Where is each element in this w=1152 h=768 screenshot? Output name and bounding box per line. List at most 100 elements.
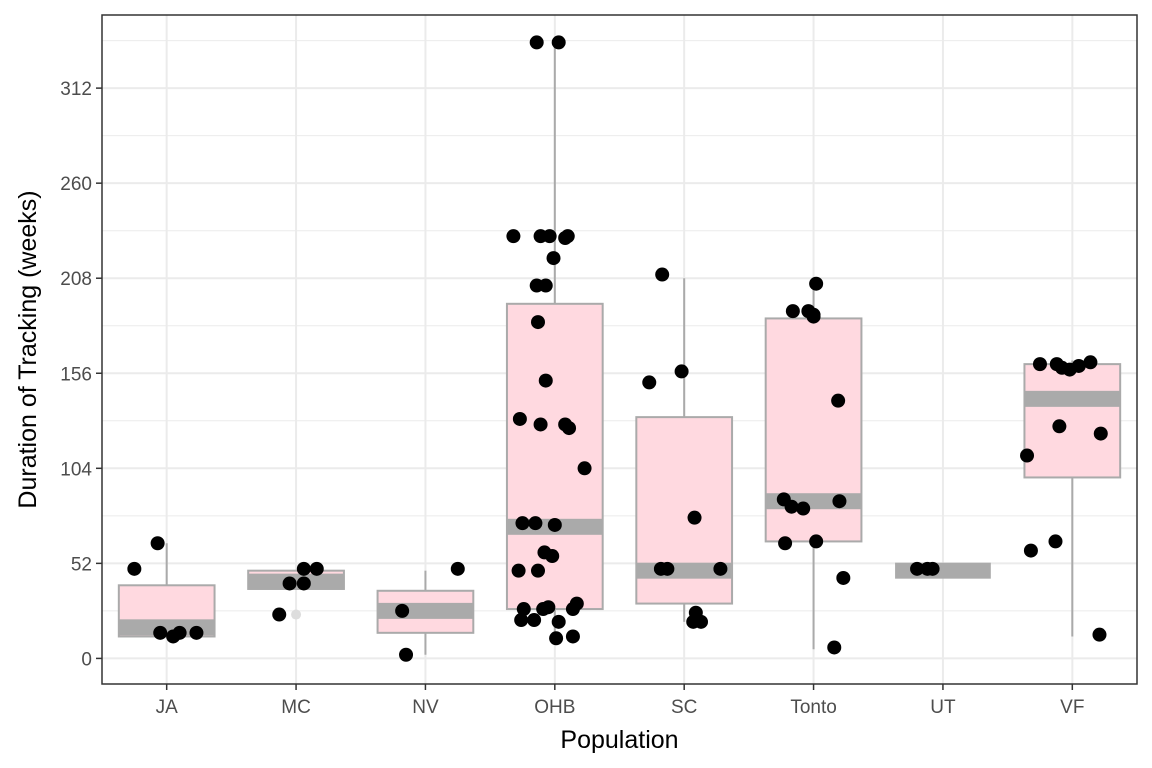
outlier-point xyxy=(291,609,302,620)
data-point xyxy=(1032,357,1047,372)
x-tick-label: Tonto xyxy=(790,697,836,718)
data-point xyxy=(530,563,545,578)
data-point xyxy=(642,375,657,390)
data-point xyxy=(172,625,187,640)
box-nv xyxy=(376,570,475,655)
axis-layer: 0 52 104 156 208 260 312 JA MC NV OHB SC Tonto UT VF xyxy=(60,79,1084,718)
data-point xyxy=(796,501,811,516)
box-iqr xyxy=(505,302,604,611)
data-point xyxy=(546,251,561,266)
y-tick-label: 156 xyxy=(60,364,92,385)
data-point xyxy=(1092,627,1107,642)
x-tick-label: SC xyxy=(671,697,697,718)
x-axis-title: Population xyxy=(560,726,678,754)
data-point xyxy=(1083,355,1098,370)
data-point xyxy=(836,570,851,585)
data-point xyxy=(282,576,297,591)
box-iqr xyxy=(1023,363,1122,479)
point-layer xyxy=(127,35,1108,662)
data-point xyxy=(296,561,311,576)
data-point xyxy=(785,304,800,319)
data-point xyxy=(809,276,824,291)
data-point xyxy=(296,576,311,591)
data-point xyxy=(565,629,580,644)
panel-border xyxy=(101,14,1138,685)
y-axis-title: Duration of Tracking (weeks) xyxy=(14,190,42,508)
data-point xyxy=(549,631,564,646)
x-tick-label: OHB xyxy=(534,697,575,718)
x-tick-label: VF xyxy=(1060,697,1084,718)
data-point xyxy=(832,494,847,509)
data-point xyxy=(547,517,562,532)
data-point xyxy=(562,421,577,436)
data-point xyxy=(1023,543,1038,558)
data-point xyxy=(551,614,566,629)
data-point xyxy=(530,315,545,330)
y-tick-label: 52 xyxy=(71,554,92,575)
data-point xyxy=(506,229,521,244)
y-tick-label: 260 xyxy=(60,174,92,195)
data-point xyxy=(778,536,793,551)
data-point xyxy=(538,373,553,388)
data-point xyxy=(565,602,580,617)
data-point xyxy=(189,625,204,640)
data-point xyxy=(512,411,527,426)
data-point xyxy=(538,278,553,293)
data-point xyxy=(687,510,702,525)
data-point xyxy=(577,461,592,476)
median-bar xyxy=(377,602,474,619)
data-point xyxy=(674,364,689,379)
x-tick-label: UT xyxy=(930,697,956,718)
data-point xyxy=(545,549,560,564)
x-tick-label: NV xyxy=(412,697,439,718)
data-point xyxy=(127,561,142,576)
data-point xyxy=(1048,534,1063,549)
data-point xyxy=(527,613,542,628)
box-mc xyxy=(247,569,345,590)
y-tick-label: 312 xyxy=(60,79,92,100)
data-point xyxy=(831,393,846,408)
data-point xyxy=(541,600,556,615)
data-point xyxy=(272,607,287,622)
data-point xyxy=(309,561,324,576)
data-point xyxy=(806,309,821,324)
data-point xyxy=(1093,426,1108,441)
box-ut xyxy=(895,562,991,579)
y-tick-label: 0 xyxy=(81,649,92,670)
data-point xyxy=(399,647,414,662)
data-point xyxy=(528,516,543,531)
data-point xyxy=(910,561,925,576)
data-point xyxy=(150,536,165,551)
box-vf xyxy=(1023,360,1122,637)
data-point xyxy=(827,640,842,655)
data-point xyxy=(153,625,168,640)
median-bar xyxy=(1024,390,1121,407)
data-point xyxy=(529,35,544,50)
data-point xyxy=(655,267,670,282)
data-point xyxy=(533,417,548,432)
data-point xyxy=(784,499,799,514)
data-point xyxy=(515,516,530,531)
data-point xyxy=(450,561,465,576)
data-point xyxy=(713,561,728,576)
data-point xyxy=(511,563,526,578)
data-point xyxy=(542,229,557,244)
data-point xyxy=(551,35,566,50)
data-point xyxy=(694,614,709,629)
data-point xyxy=(1052,419,1067,434)
data-point xyxy=(925,561,940,576)
data-point xyxy=(809,534,824,549)
data-point xyxy=(1071,358,1086,373)
data-point xyxy=(560,229,575,244)
data-point xyxy=(395,603,410,618)
data-point xyxy=(516,602,531,617)
data-point xyxy=(660,561,675,576)
x-tick-label: JA xyxy=(156,697,179,718)
y-tick-label: 208 xyxy=(60,269,92,290)
median-bar xyxy=(895,562,991,579)
data-point xyxy=(1020,448,1035,463)
x-tick-label: MC xyxy=(281,697,311,718)
data-point xyxy=(514,613,529,628)
y-tick-label: 104 xyxy=(60,459,92,480)
